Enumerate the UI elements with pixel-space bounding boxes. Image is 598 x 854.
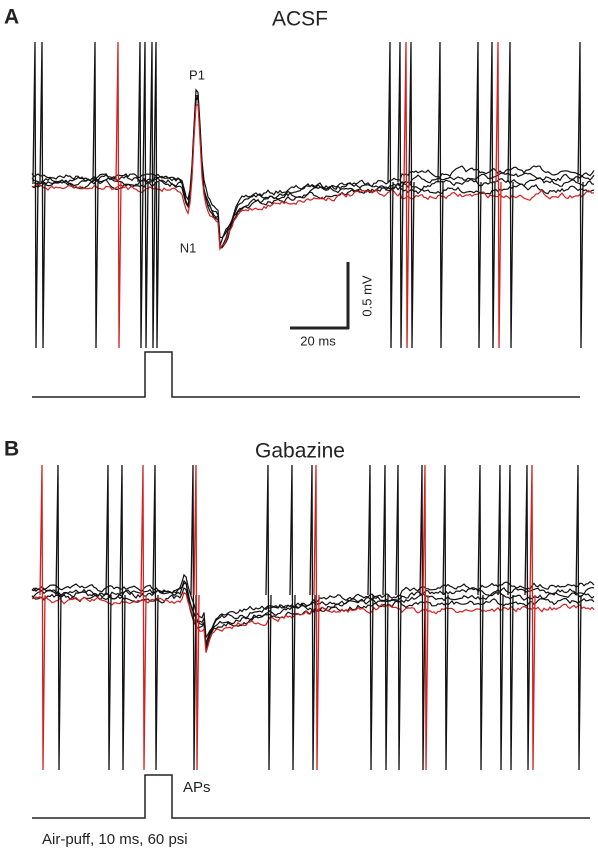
trace (31, 94, 595, 248)
spike (437, 41, 444, 349)
spike (39, 41, 46, 349)
spike (507, 41, 514, 349)
spike-label: APs (183, 779, 211, 796)
spike (575, 464, 582, 771)
panel-title: Gabazine (255, 440, 345, 463)
spike (529, 464, 536, 771)
spike (309, 464, 316, 771)
scale-y-label: 0.5 mV (359, 275, 374, 317)
spike (489, 41, 496, 349)
spike (422, 464, 429, 771)
panel-label: B (4, 438, 19, 461)
trace (31, 88, 595, 239)
panel-title: ACSF (272, 8, 328, 31)
peak-label: P1 (189, 67, 205, 82)
spike (442, 464, 449, 771)
spike (149, 41, 156, 349)
spike (475, 41, 482, 349)
spike (419, 464, 426, 771)
spike (577, 41, 584, 349)
spike (289, 464, 296, 771)
spike (477, 464, 484, 771)
spike (497, 464, 504, 771)
spike (153, 41, 160, 349)
spike (140, 464, 147, 771)
spike (137, 41, 144, 349)
spike (395, 464, 402, 771)
spike (265, 464, 272, 771)
spike (92, 41, 99, 349)
stimulus-trace (32, 351, 580, 398)
traces (31, 41, 595, 771)
spike (408, 41, 415, 349)
spike (152, 464, 159, 771)
spike (142, 41, 149, 349)
spike (193, 464, 200, 771)
stimulus-trace (32, 774, 590, 819)
spike (32, 41, 39, 349)
spike (403, 41, 410, 349)
trace (31, 94, 595, 246)
spike (119, 464, 126, 771)
spike (387, 41, 394, 349)
spike (367, 464, 374, 771)
trough-label: N1 (180, 240, 197, 255)
spike (105, 464, 112, 771)
spike (524, 464, 531, 771)
spike (382, 464, 389, 771)
spike (397, 41, 404, 349)
spike (39, 464, 46, 771)
spike (507, 464, 514, 771)
spike (313, 464, 320, 771)
spike (190, 464, 197, 771)
spike (115, 41, 122, 349)
panel-label: A (4, 6, 19, 29)
scale-x-label: 20 ms (300, 333, 336, 348)
spike (55, 464, 62, 771)
spike (495, 41, 502, 349)
stimulus-label: Air-puff, 10 ms, 60 psi (42, 831, 188, 848)
